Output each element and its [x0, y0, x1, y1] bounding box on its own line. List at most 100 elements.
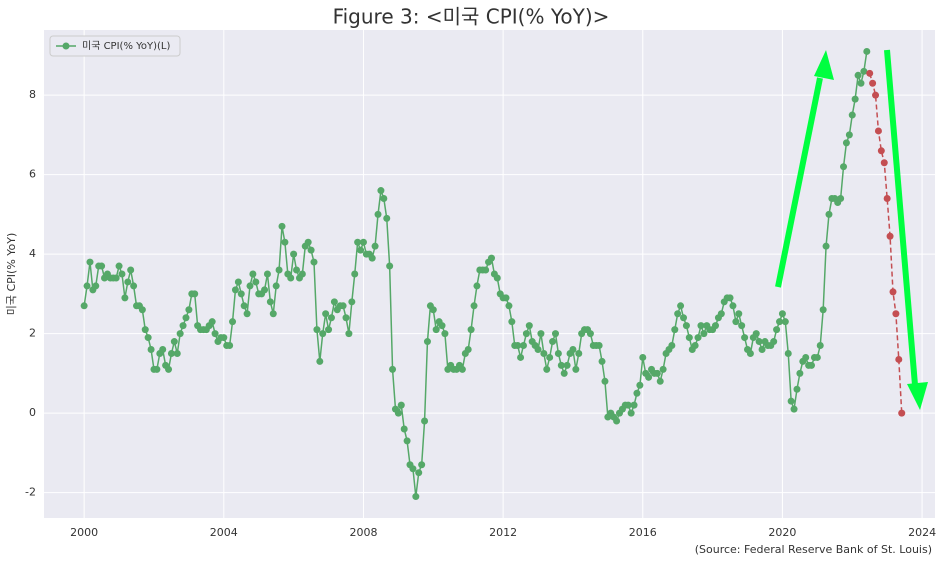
data-point — [304, 238, 312, 246]
data-point — [432, 326, 440, 334]
data-point — [394, 409, 402, 417]
data-point — [354, 238, 362, 246]
data-point — [130, 282, 138, 290]
grid — [44, 30, 935, 518]
x-tick-label: 2012 — [489, 526, 517, 539]
data-point — [473, 282, 481, 290]
y-tick-label: 2 — [29, 327, 36, 340]
data-point — [537, 330, 545, 338]
data-point — [729, 302, 737, 310]
data-point — [886, 232, 894, 240]
data-point — [470, 302, 478, 310]
data-point — [86, 258, 94, 266]
data-point — [630, 401, 638, 409]
data-point — [112, 274, 120, 282]
data-point — [880, 159, 888, 167]
data-point — [534, 346, 542, 354]
x-tick-label: 2016 — [629, 526, 657, 539]
x-tick-label: 2000 — [70, 526, 98, 539]
data-point — [278, 222, 286, 230]
data-point — [191, 290, 199, 298]
data-point — [560, 369, 568, 377]
data-point — [860, 67, 868, 75]
data-point — [653, 369, 661, 377]
data-point — [342, 314, 350, 322]
plot-area — [44, 30, 935, 518]
data-point — [866, 69, 874, 77]
data-point — [659, 365, 667, 373]
data-point — [741, 334, 749, 342]
data-point — [668, 342, 676, 350]
data-point — [575, 349, 583, 357]
data-point — [790, 405, 798, 413]
data-point — [80, 302, 88, 310]
arrow-head — [814, 50, 834, 80]
data-point — [330, 298, 338, 306]
data-point — [147, 346, 155, 354]
data-point — [246, 282, 254, 290]
data-point — [412, 493, 420, 501]
data-point — [240, 302, 248, 310]
data-point — [857, 79, 865, 87]
data-point — [252, 278, 260, 286]
data-point — [822, 242, 830, 250]
data-point — [732, 318, 740, 326]
data-point — [837, 194, 845, 202]
data-point — [339, 302, 347, 310]
data-point — [400, 425, 408, 433]
data-point — [234, 278, 242, 286]
data-point — [397, 401, 405, 409]
y-tick-label: 4 — [29, 247, 36, 260]
data-point — [694, 334, 702, 342]
data-point — [170, 338, 178, 346]
data-point — [371, 242, 379, 250]
data-point — [854, 71, 862, 79]
data-point — [386, 262, 394, 270]
x-tick-label: 2024 — [908, 526, 936, 539]
data-point — [752, 330, 760, 338]
data-point — [272, 282, 280, 290]
data-point — [92, 282, 100, 290]
data-point — [677, 302, 685, 310]
data-point — [636, 381, 644, 389]
data-point — [83, 282, 91, 290]
legend-marker — [62, 42, 70, 50]
data-point — [380, 194, 388, 202]
data-point — [185, 306, 193, 314]
data-point — [316, 357, 324, 365]
data-point — [269, 310, 277, 318]
data-point — [310, 258, 318, 266]
data-point — [287, 274, 295, 282]
annotation-arrows — [775, 49, 928, 410]
data-point — [159, 346, 167, 354]
data-point — [872, 91, 880, 99]
data-point — [226, 342, 234, 350]
data-point — [656, 377, 664, 385]
data-point — [464, 346, 472, 354]
data-point — [176, 330, 184, 338]
data-point — [290, 250, 298, 258]
data-point — [441, 330, 449, 338]
data-point — [229, 318, 237, 326]
data-point — [633, 389, 641, 397]
data-point — [685, 334, 693, 342]
data-point — [892, 310, 900, 318]
data-point — [173, 349, 181, 357]
data-point — [770, 338, 778, 346]
data-point — [493, 274, 501, 282]
data-point — [325, 326, 333, 334]
data-point — [377, 187, 385, 195]
data-point — [595, 342, 603, 350]
data-point — [389, 365, 397, 373]
data-point — [153, 365, 161, 373]
data-point — [549, 338, 557, 346]
y-tick-label: -2 — [25, 486, 36, 499]
data-point — [368, 254, 376, 262]
y-tick-label: 6 — [29, 168, 36, 181]
data-point — [883, 194, 891, 202]
data-point — [691, 342, 699, 350]
data-point — [458, 365, 466, 373]
data-point — [182, 314, 190, 322]
data-point — [211, 330, 219, 338]
